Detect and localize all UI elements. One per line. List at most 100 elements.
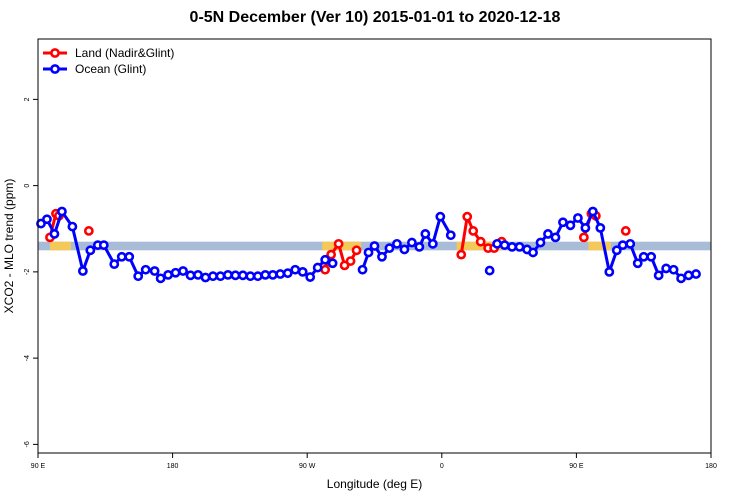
x-tick-label: 90 E <box>569 463 584 470</box>
data-point <box>528 247 538 258</box>
x-tick-label: 180 <box>705 463 717 470</box>
land-band-segment <box>588 241 611 251</box>
data-point <box>57 206 67 217</box>
data-point <box>267 269 278 280</box>
data-point <box>456 249 467 260</box>
data-point <box>384 243 395 254</box>
data-point <box>617 240 628 251</box>
chart-title: 0-5N December (Ver 10) 2015-01-01 to 202… <box>189 9 561 26</box>
data-point <box>305 272 316 282</box>
data-point <box>377 251 387 262</box>
data-point <box>462 211 473 222</box>
data-point <box>427 238 438 249</box>
data-point <box>392 238 402 249</box>
data-point <box>124 251 135 262</box>
data-point <box>543 229 553 239</box>
legend-marker <box>50 64 60 74</box>
data-point <box>638 251 649 262</box>
data-point <box>420 229 431 239</box>
data-point <box>155 273 166 284</box>
data-point <box>290 264 301 275</box>
y-axis-label: XCO2 - MLO trend (ppm) <box>2 179 16 314</box>
data-point <box>275 269 286 279</box>
data-point <box>185 270 196 281</box>
data-point <box>414 241 425 252</box>
data-point <box>363 247 374 258</box>
data-point <box>572 213 583 223</box>
data-point <box>406 237 417 248</box>
data-point <box>312 262 323 273</box>
legend: Land (Nadir&Glint) Ocean (Glint) <box>43 46 174 76</box>
data-point <box>535 237 546 248</box>
data-point <box>178 266 188 276</box>
data-point <box>578 232 589 243</box>
data-point <box>200 272 211 283</box>
data-point <box>550 232 561 243</box>
data-point <box>163 269 174 280</box>
data-point <box>327 258 338 269</box>
data-point <box>558 217 568 228</box>
data-point <box>297 266 308 277</box>
y-tick-label: 0 <box>24 184 31 188</box>
series-layer <box>36 206 701 284</box>
data-point <box>565 220 576 231</box>
series-ocean <box>36 206 701 284</box>
data-point <box>611 245 622 256</box>
data-point <box>357 264 368 275</box>
x-tick-label: 0 <box>440 463 444 470</box>
data-point <box>445 230 456 241</box>
data-point <box>661 263 672 274</box>
data-point <box>507 241 517 252</box>
data-point <box>83 226 94 236</box>
data-point <box>208 271 218 282</box>
data-point <box>49 229 60 239</box>
data-point <box>149 266 160 276</box>
data-point <box>85 245 96 256</box>
data-point <box>345 256 356 266</box>
data-point <box>326 249 337 260</box>
legend-label: Land (Nadir&Glint) <box>75 46 174 60</box>
land-band-segment <box>49 241 71 251</box>
y-tick-label: 2 <box>24 97 31 101</box>
data-point <box>632 258 643 269</box>
data-point <box>223 269 233 280</box>
data-point <box>399 244 410 255</box>
data-point <box>230 270 241 281</box>
data-point <box>492 238 503 249</box>
data-point <box>333 238 344 249</box>
data-point <box>587 206 598 217</box>
y-tick-label: -4 <box>24 355 31 361</box>
data-point <box>475 236 486 247</box>
data-point <box>668 264 679 275</box>
axes-layer: 90 E 180 90 W 0 90 E 180 2 0 -2 -4 -6 <box>24 97 717 470</box>
data-point <box>484 265 495 276</box>
legend-marker <box>50 48 60 58</box>
data-point <box>320 264 331 275</box>
data-point <box>215 271 226 282</box>
data-point <box>237 270 248 281</box>
data-point <box>42 214 52 225</box>
x-tick-label: 90 E <box>31 463 46 470</box>
x-tick-label: 180 <box>167 463 179 470</box>
y-tick-label: -2 <box>24 269 31 275</box>
data-point <box>653 270 664 281</box>
data-point <box>369 241 380 251</box>
legend-label: Ocean (Glint) <box>75 62 146 76</box>
data-point <box>170 267 181 278</box>
data-point <box>595 222 606 233</box>
data-point <box>351 245 362 256</box>
data-point <box>691 269 701 279</box>
data-point <box>468 226 479 236</box>
data-point <box>620 226 631 236</box>
data-point <box>245 271 256 282</box>
data-point <box>140 264 151 275</box>
data-point <box>646 251 657 262</box>
data-point <box>67 221 78 232</box>
data-point <box>320 254 331 265</box>
data-point <box>193 269 203 280</box>
data-point <box>98 240 109 251</box>
x-tick-label: 90 W <box>299 463 316 470</box>
y-tick-label: -6 <box>24 441 31 447</box>
data-point <box>580 222 591 233</box>
